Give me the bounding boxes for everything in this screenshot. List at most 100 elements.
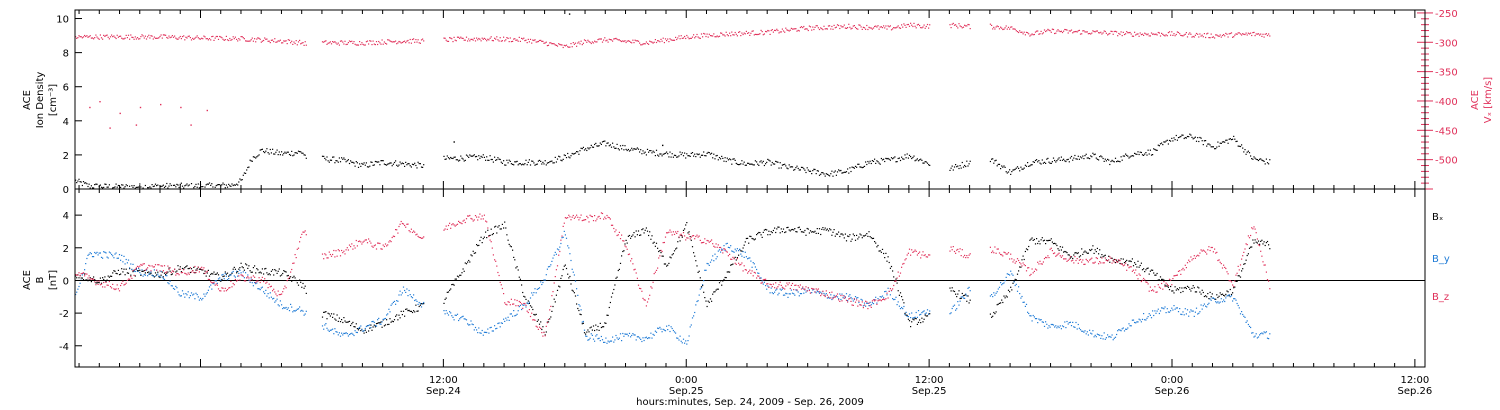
data-point <box>194 272 196 274</box>
data-point <box>501 162 503 164</box>
data-point <box>617 269 619 272</box>
data-point <box>91 256 94 258</box>
data-point <box>578 304 580 306</box>
data-point <box>1012 169 1014 171</box>
data-point <box>337 161 339 163</box>
data-point <box>275 293 277 295</box>
data-point <box>133 185 135 187</box>
data-point <box>174 35 176 37</box>
data-point <box>760 160 762 162</box>
data-point <box>1040 319 1042 321</box>
data-point <box>770 29 772 32</box>
data-point <box>404 224 406 227</box>
data-point <box>704 155 706 157</box>
data-point <box>299 39 301 41</box>
data-point <box>795 289 797 291</box>
data-point <box>911 157 913 160</box>
data-point <box>132 271 134 273</box>
data-point <box>806 227 808 230</box>
data-point <box>796 165 798 167</box>
data-point <box>811 29 813 31</box>
data-point <box>1235 280 1237 282</box>
data-point <box>224 271 226 273</box>
data-point <box>875 25 877 27</box>
data-point <box>966 255 968 257</box>
data-point <box>861 28 863 30</box>
data-point <box>1127 265 1129 267</box>
data-point <box>248 277 250 279</box>
data-point <box>729 271 731 273</box>
data-point <box>525 304 527 306</box>
data-point <box>949 169 951 171</box>
data-point <box>967 295 969 297</box>
data-point <box>562 225 564 227</box>
data-point <box>275 151 277 153</box>
data-point <box>779 281 781 283</box>
data-point <box>230 185 232 187</box>
data-point <box>211 288 213 290</box>
data-point <box>221 287 223 289</box>
data-point <box>282 272 284 275</box>
data-point <box>639 151 641 153</box>
data-point <box>1172 34 1174 36</box>
data-point <box>624 243 626 245</box>
top-frame <box>74 9 1426 190</box>
data-point <box>896 304 898 306</box>
data-point <box>228 287 230 289</box>
data-point <box>193 38 195 40</box>
data-point <box>1140 34 1142 36</box>
data-point <box>179 268 181 270</box>
data-point <box>1193 36 1195 38</box>
data-point <box>637 230 640 232</box>
data-point <box>470 320 472 322</box>
data-point <box>600 326 602 329</box>
data-point <box>532 319 534 321</box>
data-point <box>76 182 78 184</box>
data-point <box>640 338 642 340</box>
data-point <box>326 156 328 158</box>
data-point <box>79 36 81 38</box>
data-point <box>1173 137 1175 139</box>
data-point <box>1126 154 1128 156</box>
data-point <box>1020 166 1022 168</box>
data-point <box>121 37 123 39</box>
data-point <box>1153 290 1155 292</box>
data-point <box>324 157 326 159</box>
data-point <box>388 241 390 243</box>
data-point <box>474 156 477 158</box>
data-point <box>541 332 543 334</box>
data-point <box>926 256 929 258</box>
data-point <box>352 248 354 250</box>
data-point <box>371 44 373 46</box>
data-point <box>614 231 616 233</box>
y-tick-label: 6 <box>63 83 69 94</box>
data-point <box>558 254 560 256</box>
data-point <box>884 291 886 293</box>
data-point <box>586 41 588 43</box>
data-point <box>594 340 596 342</box>
data-point <box>93 38 95 40</box>
data-point <box>790 27 792 29</box>
data-point <box>1101 335 1103 337</box>
data-point <box>1172 278 1174 280</box>
data-point <box>697 154 699 156</box>
data-point <box>723 245 725 247</box>
data-point <box>1032 161 1034 163</box>
data-point <box>637 148 640 150</box>
data-point <box>684 35 686 38</box>
data-point <box>955 164 957 166</box>
data-point <box>1161 142 1163 144</box>
data-point <box>374 44 376 46</box>
data-point <box>825 290 827 292</box>
data-point <box>415 39 417 41</box>
data-point <box>407 39 409 42</box>
data-point <box>1163 281 1165 283</box>
data-point <box>1257 159 1260 162</box>
data-point <box>749 34 751 36</box>
data-point <box>1078 259 1080 261</box>
data-point <box>323 258 325 260</box>
data-point <box>1179 287 1181 289</box>
data-point <box>636 234 638 236</box>
data-point <box>250 278 252 280</box>
data-point <box>577 151 579 153</box>
